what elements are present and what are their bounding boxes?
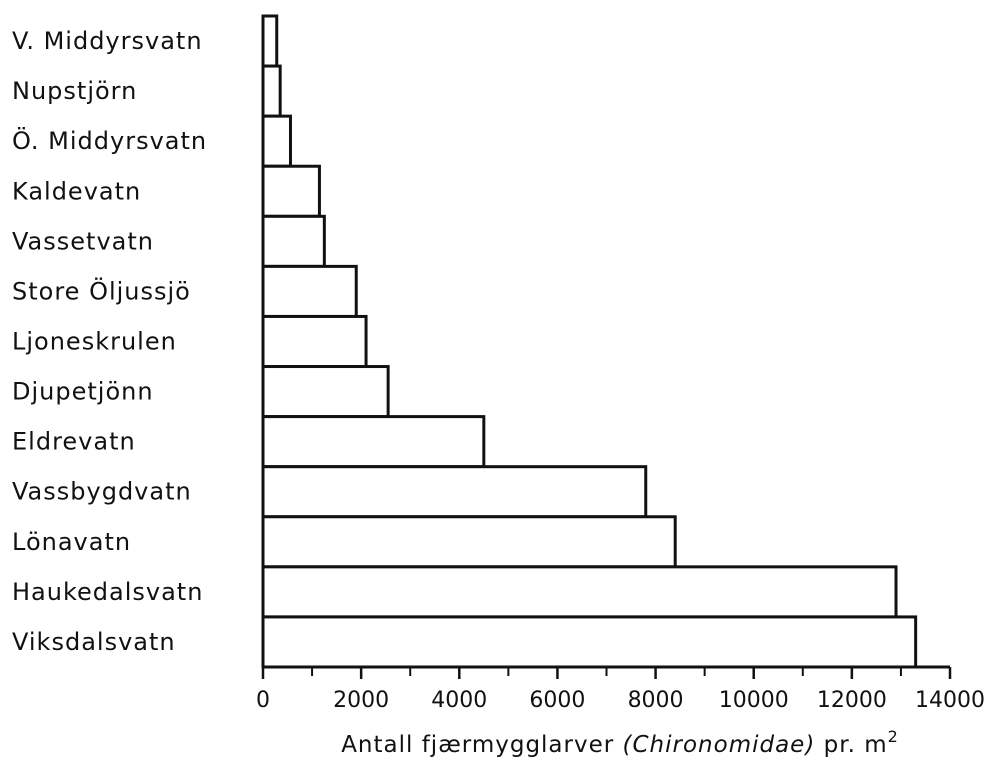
bar [261,14,279,68]
category-label: V. Middyrsvatn [12,27,203,55]
x-tick-label: 14000 [915,688,985,713]
category-label: Haukedalsvatn [12,578,203,606]
category-label: Ö. Middyrsvatn [12,126,207,155]
x-tick-label: 10000 [719,688,789,713]
category-label: Eldrevatn [12,428,136,456]
bar [261,64,282,118]
category-label: Ljoneskrulen [12,328,177,356]
bar [261,314,368,369]
bar [261,615,918,669]
x-axis-title-italic: (Chironomidae) [623,732,816,758]
category-label: Kaldevatn [12,177,141,205]
category-label: Djupetjönn [12,378,154,406]
category-label: Viksdalsvatn [12,628,176,656]
bar [261,264,358,318]
x-tick-label: 2000 [333,688,389,713]
bar [261,214,326,268]
category-label: Store Öljussjö [12,276,191,305]
x-tick-label: 12000 [817,688,887,713]
bar [261,465,648,519]
bar [261,565,898,619]
bar [261,365,390,419]
x-axis-title: Antall fjærmygglarver (Chironomidae) pr.… [341,727,899,758]
x-axis-title-superscript: 2 [888,727,899,746]
category-label: Lönavatn [12,528,131,556]
bar [261,164,321,218]
x-tick-label: 0 [256,688,270,713]
x-axis-title-unit: pr. m [815,732,887,758]
x-axis-title-main: Antall fjærmygglarver [341,732,622,758]
category-label: Vassetvatn [12,227,154,255]
x-axis: 0 2000 4000 6000 8000 10000 12000 14000 [256,16,985,713]
x-tick-label: 8000 [628,688,684,713]
x-tick-label: 4000 [431,688,487,713]
category-label: Vassbygdvatn [12,478,192,506]
bar [261,415,486,469]
category-label: Nupstjörn [12,77,137,105]
bar [261,515,677,569]
x-tick-label: 6000 [529,688,585,713]
bars [261,14,918,669]
category-labels: V. Middyrsvatn Nupstjörn Ö. Middyrsvatn Kal… [12,27,207,656]
bar [261,114,292,168]
